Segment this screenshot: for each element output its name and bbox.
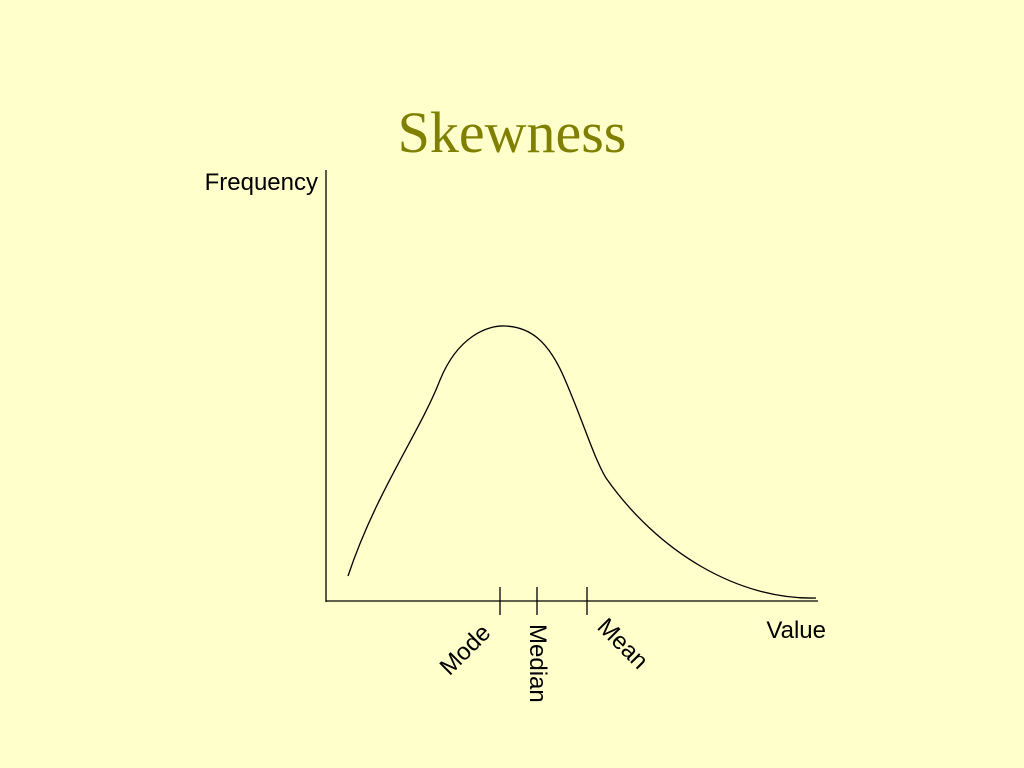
x-axis-label: Value (766, 617, 826, 644)
slide-title: Skewness (397, 100, 627, 165)
median-label: Median (524, 624, 551, 703)
mode-label: Mode (435, 619, 497, 681)
distribution-curve (347, 325, 817, 599)
y-axis-label: Frequency (205, 169, 318, 196)
mean-label: Mean (592, 613, 654, 675)
